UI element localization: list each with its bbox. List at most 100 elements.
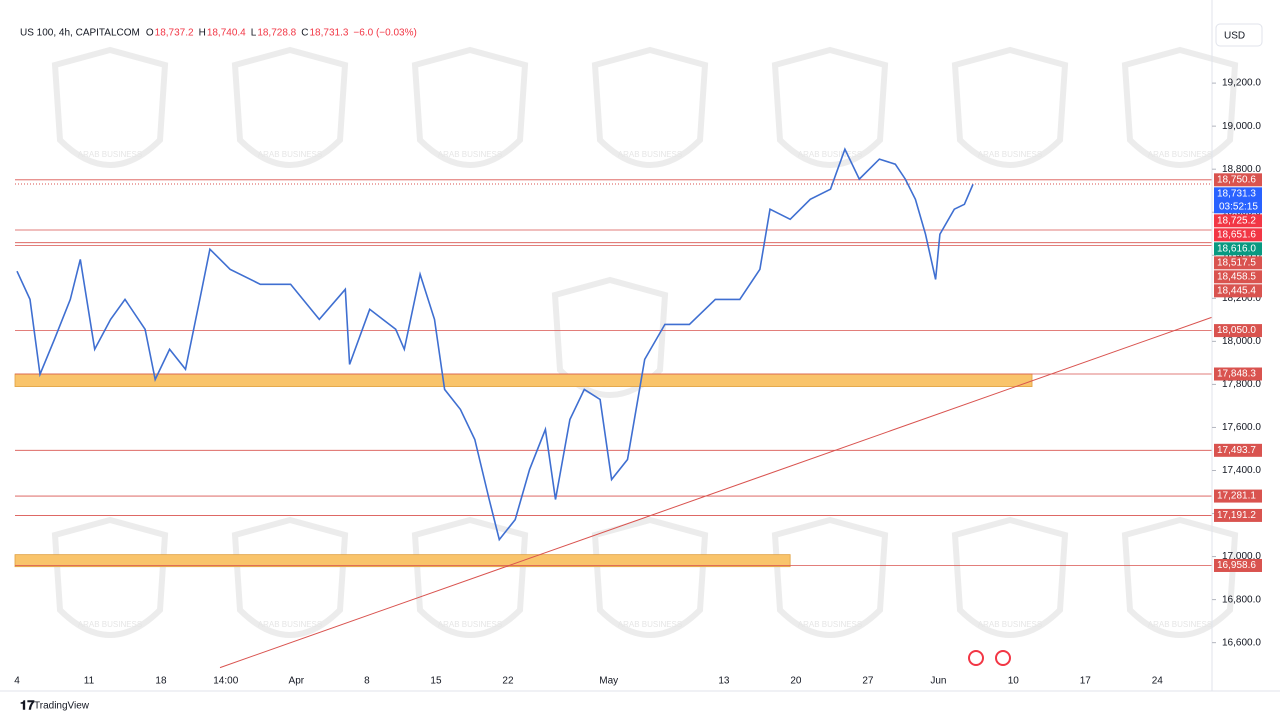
price-label: 16,958.6 — [1217, 560, 1256, 571]
price-line — [16, 147, 974, 542]
x-tick-label: Jun — [930, 676, 946, 687]
y-tick-label: 18,200.0 — [1222, 293, 1261, 304]
watermark-shield — [411, 516, 529, 638]
watermark-shield — [591, 46, 709, 168]
ohlc-value: 18,737.2 — [155, 28, 194, 39]
price-label: 18,616.0 — [1217, 243, 1256, 254]
x-tick-label: 4 — [14, 676, 20, 687]
y-tick-label: 18,400.0 — [1222, 250, 1261, 261]
watermark-shield — [951, 46, 1069, 168]
watermark-text: ARAB BUSINESS — [798, 620, 862, 629]
watermark-shield — [1121, 46, 1239, 168]
price-label-box — [1214, 324, 1262, 338]
watermark-shield — [771, 46, 889, 168]
price-label-box — [1214, 242, 1262, 256]
watermark-text: ARAB BUSINESS — [978, 620, 1042, 629]
x-tick-label: 10 — [1008, 676, 1020, 687]
watermark-text: ARAB BUSINESS — [1148, 150, 1212, 159]
x-tick-label: 8 — [364, 676, 370, 687]
x-tick-label: 18 — [155, 676, 167, 687]
watermark-text: ARAB BUSINESS — [258, 150, 322, 159]
x-tick-label: 17 — [1080, 676, 1092, 687]
y-tick-label: 16,600.0 — [1222, 637, 1261, 648]
zone — [14, 373, 1033, 387]
watermark-text: ARAB BUSINESS — [78, 620, 142, 629]
watermark-shield — [51, 46, 169, 168]
price-label: 18,445.4 — [1217, 285, 1256, 296]
watermark-text: ARAB BUSINESS — [618, 150, 682, 159]
ohlc-key: H — [199, 28, 206, 39]
ohlc-key: L — [251, 28, 257, 39]
x-tick-label: Apr — [289, 676, 305, 687]
y-tick-label: 19,200.0 — [1222, 78, 1261, 89]
footer: TradingView — [34, 701, 90, 712]
price-label: 18,517.5 — [1217, 257, 1256, 268]
watermark-text: ARAB BUSINESS — [798, 150, 862, 159]
brand-logo: 𝟏𝟕 — [20, 697, 35, 712]
x-tick-label: 15 — [430, 676, 442, 687]
watermark-text: ARAB BUSINESS — [438, 150, 502, 159]
x-tick-label: 20 — [790, 676, 802, 687]
x-tick-label: 22 — [502, 676, 514, 687]
y-tick-label: 17,400.0 — [1222, 465, 1261, 476]
y-tick-label: 16,800.0 — [1222, 594, 1261, 605]
ohlc-value: 18,740.4 — [207, 28, 246, 39]
price-label-box — [1214, 558, 1262, 572]
symbol: US 100, 4h, CAPITALCOM — [20, 28, 140, 39]
price-label-box — [1214, 214, 1262, 228]
zone — [14, 554, 791, 568]
y-tick-label: 17,000.0 — [1222, 551, 1261, 562]
currency-button[interactable] — [1215, 23, 1263, 47]
price-label: 17,848.3 — [1217, 369, 1256, 380]
ohlc: O 18,737.2 H 18,740.4 L 18,728.8 C 18,731.3 −6.0… — [146, 28, 417, 39]
change: −6.0 (−0.03%) — [353, 28, 416, 39]
x-tick-label: 13 — [718, 676, 730, 687]
price-label: 18,725.2 — [1217, 215, 1256, 226]
watermark-text: ARAB BUSINESS — [978, 150, 1042, 159]
price-label: 18,731.3 — [1217, 188, 1256, 199]
price-label-box — [1214, 367, 1262, 381]
ohlc-key: O — [146, 28, 154, 39]
watermark-shield — [411, 46, 529, 168]
price-label: 18,651.6 — [1217, 229, 1256, 240]
x-tick-label: 11 — [84, 676, 95, 687]
event-icon[interactable] — [968, 650, 984, 666]
x-tick-label: May — [599, 676, 618, 687]
y-tick-label: 17,800.0 — [1222, 379, 1261, 390]
watermark-shield — [1121, 516, 1239, 638]
watermark-shield — [231, 516, 349, 638]
watermark-text: ARAB BUSINESS — [438, 620, 502, 629]
y-tick-label: 19,000.0 — [1222, 121, 1261, 132]
ohlc-value: 18,731.3 — [309, 28, 348, 39]
watermark-shield — [591, 516, 709, 638]
x-tick-label: 24 — [1152, 676, 1164, 687]
watermark-text: ARAB BUSINESS — [78, 150, 142, 159]
price-label-box — [1214, 284, 1262, 298]
price-label: 18,750.6 — [1217, 174, 1256, 185]
watermark-text: ARAB BUSINESS — [1148, 620, 1212, 629]
price-label-box — [1214, 187, 1262, 214]
currency[interactable]: USD — [1224, 31, 1245, 42]
ohlc-key: C — [301, 28, 308, 39]
price-label-box — [1214, 489, 1262, 503]
watermark-text: ARAB BUSINESS — [258, 620, 322, 629]
watermark-text: ARAB BUSINESS — [618, 620, 682, 629]
price-label: 17,281.1 — [1217, 491, 1256, 502]
price-label-box — [1214, 443, 1262, 457]
watermark-shield — [771, 516, 889, 638]
ohlc-value: 18,728.8 — [257, 28, 296, 39]
trendline — [219, 316, 1213, 669]
price-label: 17,493.7 — [1217, 445, 1256, 456]
price-label-box — [1214, 228, 1262, 242]
price-label: 18,050.0 — [1217, 325, 1256, 336]
watermark-shield — [951, 516, 1069, 638]
event-icon[interactable] — [995, 650, 1011, 666]
x-tick-label: 27 — [862, 676, 874, 687]
price-label-box — [1214, 508, 1262, 522]
price-label: 17,191.2 — [1217, 510, 1256, 521]
price-label-box — [1214, 256, 1262, 270]
y-tick-label: 18,800.0 — [1222, 164, 1261, 175]
price-label-box — [1214, 173, 1262, 187]
y-tick-label: 17,600.0 — [1222, 422, 1261, 433]
